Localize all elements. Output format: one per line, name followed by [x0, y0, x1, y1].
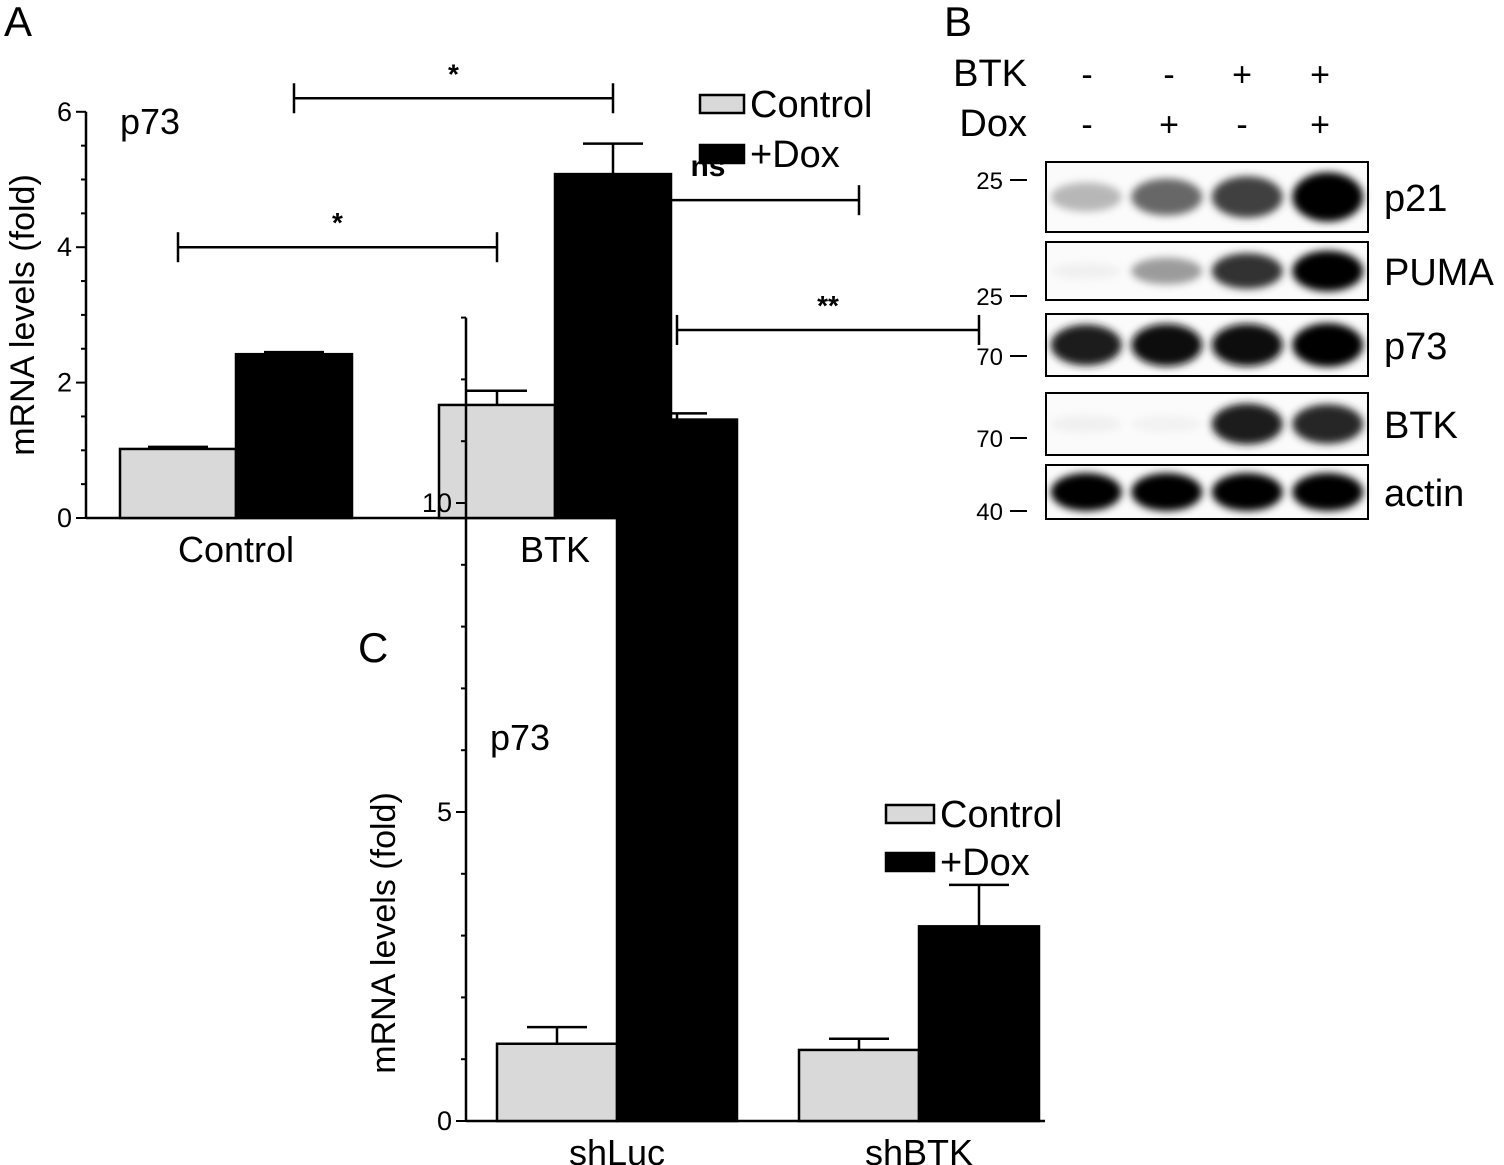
blot-mw-marker: 40 [976, 499, 1003, 526]
panel-c-y-tick-label: 5 [437, 797, 452, 827]
panel-c-ylabel: mRNA levels (fold) [365, 792, 403, 1074]
blot-header-sign: + [1310, 106, 1330, 144]
panel-a-bar-control-dox [234, 352, 354, 520]
blot-header-sign: - [1236, 106, 1247, 144]
blot-band [1131, 323, 1203, 367]
panel-a-y-tick-label: 0 [57, 503, 72, 533]
panel-letter-b: B [944, 0, 972, 45]
panel-c-bar-shluc-dox [615, 418, 739, 1123]
blot-header-sign: - [1081, 106, 1092, 144]
blot-band [1211, 176, 1283, 218]
panel-a-legend-label: +Dox [750, 134, 840, 176]
panel-a-inset-label: p73 [120, 101, 180, 142]
panel-letter-a: A [4, 0, 32, 45]
blot-protein-label: BTK [1384, 405, 1458, 447]
blot-mw-marker: 25 [976, 284, 1003, 311]
blot-header-sign: + [1159, 106, 1179, 144]
blot-mw-marker: 25 [976, 168, 1003, 195]
panel-a-category-label: BTK [520, 529, 590, 570]
blot-protein-label: p21 [1384, 178, 1447, 220]
blot-band [1292, 404, 1364, 444]
panel-c-inset-label: p73 [490, 717, 550, 758]
blot-band [1211, 253, 1283, 289]
panel-c-legend-label: +Dox [940, 842, 1030, 884]
panel-a-legend-label: Control [750, 84, 873, 126]
panel-c-significance-label: ns [690, 150, 725, 183]
panel-c-bar-shluc-control [495, 1042, 619, 1123]
panel-c-y-tick-label: 10 [422, 488, 452, 518]
blot-header-label: BTK [953, 53, 1027, 95]
panel-a-category-label: Control [178, 529, 294, 570]
blot-band [1292, 250, 1364, 292]
panel-a-legend-swatch [698, 93, 746, 115]
blot-band [1292, 172, 1364, 222]
panel-a-significance-label: * [332, 207, 343, 238]
blot-band [1131, 178, 1203, 216]
blot-protein-label: p73 [1384, 326, 1447, 368]
blot-header-sign: - [1081, 56, 1092, 94]
blot-protein-label: PUMA [1384, 252, 1494, 294]
blot-band [1131, 257, 1203, 285]
blot-band [1050, 182, 1122, 212]
blot-band [1292, 323, 1364, 367]
blot-header-sign: - [1163, 56, 1174, 94]
blot-band [1211, 403, 1283, 445]
panel-a-bar-control-control [118, 447, 238, 520]
blot-header-label: Dox [959, 103, 1027, 145]
blot-header-sign: + [1310, 56, 1330, 94]
panel-a-legend-swatch [698, 143, 746, 165]
blot-band [1211, 323, 1283, 367]
blot-header-sign: + [1232, 56, 1252, 94]
panel-c-category-label: shBTK [865, 1132, 973, 1165]
blot-band [1050, 262, 1122, 280]
blot-mw-marker: 70 [976, 344, 1003, 371]
blot-protein-label: actin [1384, 473, 1464, 515]
blot-band [1050, 324, 1122, 366]
panel-c-y-tick-label: 0 [437, 1106, 452, 1136]
blot-band [1050, 472, 1122, 512]
panel-a-bar-btk-control [437, 403, 557, 520]
panel-a-y-tick-label: 4 [57, 232, 72, 262]
blot-band [1292, 472, 1364, 512]
blot-band [1211, 472, 1283, 512]
blot-band [1050, 415, 1122, 433]
panel-c-legend-swatch [884, 803, 936, 825]
panel-b-western-blot: BTK - - + + Dox - + - + p21 25 PUMA 25 p73 70 BTK 70 actin… [953, 53, 1494, 526]
panel-a-y-tick-label: 2 [57, 368, 72, 398]
panel-c-legend-label: Control [940, 794, 1063, 836]
panel-a-y-tick-label: 6 [57, 97, 72, 127]
panel-a-ylabel: mRNA levels (fold) [4, 174, 42, 456]
blot-band [1131, 472, 1203, 512]
panel-c-legend-swatch [884, 851, 936, 873]
panel-c-significance-label: ** [817, 290, 839, 321]
blot-mw-marker: 70 [976, 426, 1003, 453]
panel-c-category-label: shLuc [569, 1132, 665, 1165]
panel-letter-c: C [358, 624, 388, 671]
panel-c-bar-shbtk-dox [917, 925, 1041, 1123]
panel-c-chart: p73 mRNA levels (fold) 0 5 10 shLuc shBTK ns *… [365, 150, 1063, 1165]
panel-c-bar-shbtk-control [797, 1048, 921, 1123]
panel-a-significance-label: * [448, 58, 459, 89]
blot-band [1131, 415, 1203, 433]
